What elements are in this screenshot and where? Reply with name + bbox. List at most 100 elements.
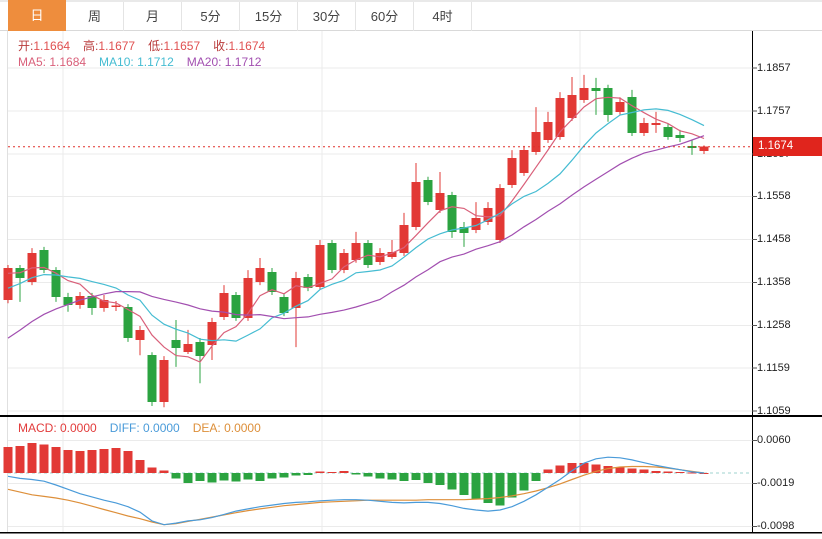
macd-bar xyxy=(591,464,601,473)
tab-30min[interactable]: 30分 xyxy=(298,2,356,31)
macd-bar xyxy=(699,473,709,474)
candle-body xyxy=(255,267,265,283)
macd-bar xyxy=(147,467,157,473)
macd-bar xyxy=(207,473,217,483)
macd-bar xyxy=(219,473,229,481)
macd-legend-dea-value: 0.0000 xyxy=(224,421,261,435)
macd-axis-label: -0.0098 xyxy=(757,519,795,532)
macd-legend-dea: DEA: 0.0000 xyxy=(193,421,261,435)
candle-body xyxy=(411,181,421,228)
macd-histogram xyxy=(3,443,709,506)
price-axis-label: 1.1059 xyxy=(757,404,791,417)
price-axis-label: 1.1757 xyxy=(757,104,791,117)
macd-bar xyxy=(351,473,361,475)
ohlc-open: 开:1.1664 xyxy=(18,39,70,53)
candle-body xyxy=(435,193,445,210)
tab-month[interactable]: 月 xyxy=(124,2,182,31)
legend-ma10-value: 1.1712 xyxy=(137,55,174,69)
macd-bar xyxy=(483,473,493,503)
macd-bar xyxy=(399,473,409,482)
macd-bar xyxy=(27,443,37,473)
candle-body xyxy=(567,95,577,118)
macd-bar xyxy=(603,465,613,473)
price-axis-label: 1.1857 xyxy=(757,61,791,74)
macd-bar xyxy=(87,450,97,473)
candle-body xyxy=(351,243,361,260)
legend-ma5-value: 1.1684 xyxy=(49,55,87,69)
candle-body xyxy=(639,123,649,133)
tab-4hour[interactable]: 4时 xyxy=(414,2,472,31)
candle-body xyxy=(123,307,133,339)
candle-body xyxy=(159,359,169,403)
price-axis-label: 1.1159 xyxy=(757,361,790,374)
tab-week[interactable]: 周 xyxy=(66,2,124,31)
ohlc-legend: 开:1.1664 高:1.1677 低:1.1657 收:1.1674 xyxy=(18,37,278,54)
candle-body xyxy=(375,252,385,262)
ohlc-low-label: 低: xyxy=(148,39,164,53)
macd-legend-dea-label: DEA: xyxy=(192,421,225,435)
ma-lines xyxy=(7,96,705,363)
tab-day[interactable]: 日 xyxy=(8,0,66,31)
ohlc-close-label: 收: xyxy=(213,39,229,53)
macd-bar xyxy=(15,445,25,473)
macd-bar xyxy=(267,473,277,479)
macd-bar xyxy=(375,473,385,479)
macd-legend-macd-value: 0.0000 xyxy=(60,421,97,435)
macd-bar xyxy=(339,470,349,473)
macd-legend: MACD: 0.0000 DIFF: 0.0000 DEA: 0.0000 xyxy=(18,421,274,435)
candle-body xyxy=(51,270,61,298)
macd-bar xyxy=(327,471,337,473)
macd-bar xyxy=(411,473,421,481)
candle-body xyxy=(219,292,229,317)
macd-bar xyxy=(459,473,469,495)
macd-bar xyxy=(39,444,49,473)
macd-bar xyxy=(519,473,529,491)
legend-ma5: MA5: 1.1684 xyxy=(18,55,86,69)
macd-bar xyxy=(255,473,265,482)
macd-bar xyxy=(159,470,169,473)
candle-body xyxy=(231,295,241,318)
macd-bar xyxy=(495,473,505,506)
candle-body xyxy=(399,224,409,253)
price-axis-label: 1.1358 xyxy=(757,276,791,289)
panel-borders xyxy=(0,31,822,534)
candle-body xyxy=(327,243,337,271)
macd-bar xyxy=(231,473,241,482)
candle-body xyxy=(279,297,289,314)
candle-body xyxy=(507,157,517,185)
ohlc-low: 低:1.1657 xyxy=(148,39,200,53)
macd-bar xyxy=(687,472,697,474)
candle-body xyxy=(579,87,589,100)
candle-body xyxy=(459,227,469,234)
candle-body xyxy=(663,126,673,137)
macd-bar xyxy=(279,473,289,478)
macd-bar xyxy=(615,467,625,473)
candle-body xyxy=(99,300,109,308)
ohlc-open-label: 开: xyxy=(18,39,34,53)
ohlc-low-value: 1.1657 xyxy=(163,39,201,53)
candle-body xyxy=(471,218,481,231)
candle-body xyxy=(591,87,601,91)
macd-bar xyxy=(183,473,193,483)
timeframe-tabbar: 日周月 5分 15分 30分 60分 4时 xyxy=(0,0,822,31)
macd-legend-macd: MACD: 0.0000 xyxy=(18,421,97,435)
candle-body xyxy=(387,252,397,258)
price-axis-label: 1.1558 xyxy=(757,190,791,203)
macd-bar xyxy=(111,447,121,473)
candle-body xyxy=(111,305,121,308)
tab-15min[interactable]: 15分 xyxy=(240,2,298,31)
tab-5min[interactable]: 5分 xyxy=(182,2,240,31)
price-axis-label: 1.1258 xyxy=(757,319,791,332)
candle-body xyxy=(195,341,205,357)
tab-60min[interactable]: 60分 xyxy=(356,2,414,31)
legend-ma10: MA10: 1.1712 xyxy=(99,55,174,69)
macd-bar xyxy=(543,469,553,473)
candle-body xyxy=(243,277,253,318)
macd-bar xyxy=(663,471,673,473)
ma-legend: MA5: 1.1684 MA10: 1.1712 MA20: 1.1712 xyxy=(18,55,274,69)
macd-bar xyxy=(363,473,373,477)
macd-bar xyxy=(651,470,661,473)
macd-bar xyxy=(315,471,325,473)
candle-body xyxy=(627,97,637,133)
